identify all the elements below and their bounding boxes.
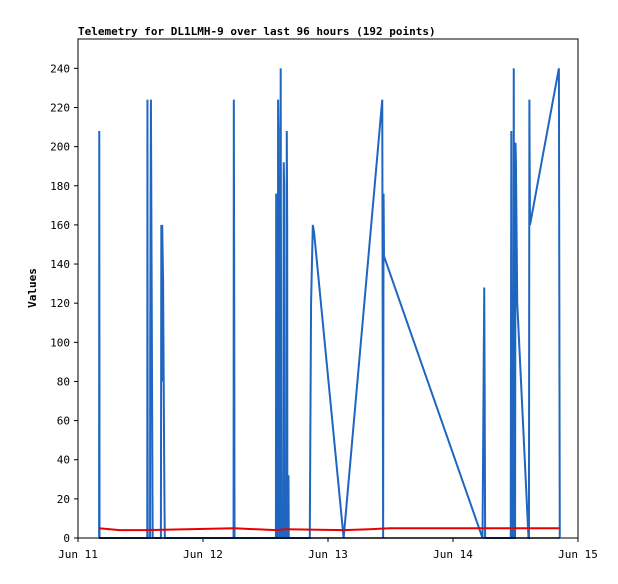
y-tick-label: 240	[50, 62, 70, 75]
series-line-0	[98, 68, 561, 539]
y-tick-label: 160	[50, 219, 70, 232]
y-tick-label: 140	[50, 258, 70, 271]
y-axis-ticks: 0 20 40 60 80 100 120 140 160 180 200 220 240	[50, 62, 78, 545]
x-tick-label: Jun 14	[433, 548, 473, 561]
y-tick-label: 0	[63, 532, 70, 545]
y-tick-label: 120	[50, 297, 70, 310]
y-tick-label: 220	[50, 101, 70, 114]
x-tick-label: Jun 12	[183, 548, 223, 561]
y-axis-label: Values	[26, 268, 39, 308]
chart-title: Telemetry for DL1LMH-9 over last 96 hour…	[78, 25, 436, 38]
y-tick-label: 20	[57, 493, 70, 506]
x-tick-label: Jun 11	[58, 548, 98, 561]
y-tick-label: 100	[50, 336, 70, 349]
x-tick-label: Jun 13	[308, 548, 348, 561]
y-tick-label: 180	[50, 180, 70, 193]
series-layer	[98, 68, 561, 539]
y-tick-label: 200	[50, 141, 70, 154]
x-axis-ticks: Jun 11 Jun 12 Jun 13 Jun 14 Jun 15	[58, 538, 598, 561]
y-tick-label: 80	[57, 375, 70, 388]
x-tick-label: Jun 15	[558, 548, 598, 561]
y-tick-label: 40	[57, 454, 70, 467]
series-line-1	[98, 527, 560, 532]
y-tick-label: 60	[57, 415, 70, 428]
